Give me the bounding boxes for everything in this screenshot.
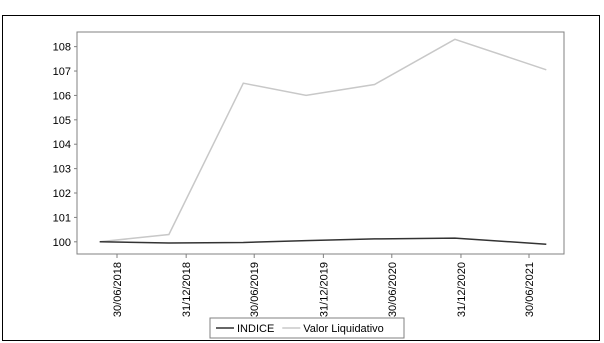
series-layer	[99, 38, 547, 245]
x-tick-label: 31/12/2018	[181, 262, 193, 317]
y-tick-label: 104	[53, 139, 71, 151]
y-tick-label: 106	[53, 90, 71, 102]
legend-box	[209, 317, 405, 339]
series-line-valor-liquidativo	[99, 38, 547, 243]
x-tick-label: 31/12/2020	[456, 262, 468, 317]
legend-label: Valor Liquidativo	[303, 323, 384, 335]
legend-label: INDICE	[237, 323, 274, 335]
y-tick-label: 108	[53, 42, 71, 54]
plot-area	[76, 31, 565, 255]
x-tick-label: 30/06/2018	[112, 262, 124, 317]
y-axis: 100 101 102 103 104 105 106 107 108	[53, 42, 77, 249]
x-tick-label: 30/06/2021	[524, 262, 536, 317]
y-tick-label: 101	[53, 212, 71, 224]
x-tick-label: 30/06/2019	[249, 262, 261, 317]
x-axis: 30/06/2018 31/12/2018 30/06/2019 31/12/2019…	[112, 254, 536, 317]
y-tick-label: 105	[53, 115, 71, 127]
x-tick-label: 31/12/2019	[318, 262, 330, 317]
y-tick-label: 100	[53, 237, 71, 249]
y-tick-label: 107	[53, 66, 71, 78]
x-tick-label: 30/06/2020	[387, 262, 399, 317]
y-tick-label: 103	[53, 164, 71, 176]
y-tick-label: 102	[53, 188, 71, 200]
legend: INDICE Valor Liquidativo	[209, 317, 405, 339]
series-line-indice	[99, 237, 547, 245]
